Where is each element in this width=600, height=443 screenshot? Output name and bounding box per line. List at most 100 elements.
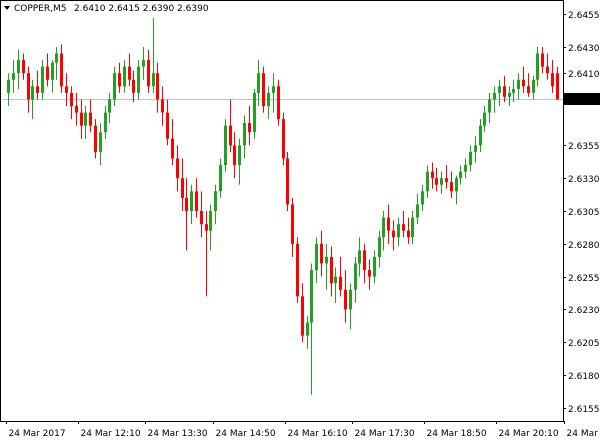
bear-candle-body[interactable] — [156, 73, 159, 100]
bull-candle-body[interactable] — [517, 79, 520, 89]
bull-candle-body[interactable] — [190, 191, 193, 211]
bear-candle-body[interactable] — [233, 145, 236, 166]
bear-candle-body[interactable] — [277, 86, 280, 120]
bull-candle-body[interactable] — [459, 171, 462, 179]
bull-candle-body[interactable] — [421, 191, 424, 205]
bull-candle-body[interactable] — [498, 86, 501, 93]
bear-candle-body[interactable] — [339, 276, 342, 290]
bear-candle-body[interactable] — [166, 112, 169, 139]
bear-candle-body[interactable] — [205, 224, 208, 231]
bull-candle-body[interactable] — [137, 66, 140, 93]
bear-candle-body[interactable] — [36, 86, 39, 93]
bear-candle-body[interactable] — [301, 296, 304, 336]
bull-candle-body[interactable] — [354, 263, 357, 290]
bear-candle-body[interactable] — [407, 230, 410, 238]
bear-candle-body[interactable] — [176, 158, 179, 179]
bull-candle-body[interactable] — [238, 145, 241, 166]
bull-candle-body[interactable] — [113, 73, 116, 100]
bear-candle-body[interactable] — [27, 73, 30, 100]
bear-candle-body[interactable] — [128, 66, 131, 80]
bull-candle-body[interactable] — [123, 66, 126, 87]
bull-candle-body[interactable] — [325, 256, 328, 264]
bull-candle-body[interactable] — [508, 92, 511, 97]
bull-candle-body[interactable] — [474, 145, 477, 152]
bull-candle-body[interactable] — [55, 53, 58, 63]
bear-candle-body[interactable] — [546, 66, 549, 74]
bear-candle-body[interactable] — [60, 53, 63, 87]
bull-candle-body[interactable] — [483, 112, 486, 126]
bear-candle-body[interactable] — [522, 79, 525, 87]
bull-candle-body[interactable] — [536, 53, 539, 80]
bull-candle-body[interactable] — [12, 73, 15, 80]
bull-candle-body[interactable] — [382, 217, 385, 238]
bear-candle-body[interactable] — [445, 178, 448, 183]
bear-candle-body[interactable] — [94, 125, 97, 152]
bull-candle-body[interactable] — [142, 60, 145, 67]
bear-candle-body[interactable] — [262, 73, 265, 106]
bull-candle-body[interactable] — [349, 289, 352, 310]
bull-candle-body[interactable] — [416, 204, 419, 218]
bull-candle-body[interactable] — [512, 88, 515, 93]
bear-candle-body[interactable] — [132, 79, 135, 93]
bear-candle-body[interactable] — [248, 123, 251, 133]
bull-candle-body[interactable] — [152, 73, 155, 87]
bull-candle-body[interactable] — [209, 211, 212, 231]
bull-candle-body[interactable] — [7, 79, 10, 93]
bear-candle-body[interactable] — [387, 217, 390, 231]
bull-candle-body[interactable] — [411, 217, 414, 238]
bull-candle-body[interactable] — [104, 112, 107, 133]
bull-candle-body[interactable] — [272, 86, 275, 93]
bull-candle-body[interactable] — [315, 243, 318, 271]
bear-candle-body[interactable] — [556, 73, 559, 100]
bull-candle-body[interactable] — [306, 322, 309, 336]
bear-candle-body[interactable] — [185, 197, 188, 211]
bear-candle-body[interactable] — [286, 158, 289, 205]
bull-candle-body[interactable] — [479, 125, 482, 146]
bear-candle-body[interactable] — [541, 53, 544, 67]
bear-candle-body[interactable] — [200, 211, 203, 225]
bull-candle-body[interactable] — [219, 165, 222, 192]
bull-candle-body[interactable] — [310, 270, 313, 323]
bear-candle-body[interactable] — [195, 191, 198, 211]
candles[interactable] — [7, 18, 559, 395]
bear-candle-body[interactable] — [171, 138, 174, 159]
bull-candle-body[interactable] — [358, 250, 361, 264]
bear-candle-body[interactable] — [291, 204, 294, 244]
dropdown-triangle-icon[interactable] — [4, 6, 10, 10]
bull-candle-body[interactable] — [426, 171, 429, 192]
bear-candle-body[interactable] — [330, 256, 333, 284]
bear-candle-body[interactable] — [431, 171, 434, 179]
bear-candle-body[interactable] — [363, 250, 366, 271]
bear-candle-body[interactable] — [296, 243, 299, 297]
bear-candle-body[interactable] — [89, 112, 92, 126]
bear-candle-body[interactable] — [320, 243, 323, 264]
bear-candle-body[interactable] — [392, 230, 395, 238]
bear-candle-body[interactable] — [344, 289, 347, 310]
bull-candle-body[interactable] — [84, 112, 87, 126]
bull-candle-body[interactable] — [532, 79, 535, 93]
bear-candle-body[interactable] — [65, 86, 68, 93]
bear-candle-body[interactable] — [161, 99, 164, 113]
bull-candle-body[interactable] — [253, 92, 256, 133]
bear-candle-body[interactable] — [46, 66, 49, 80]
bull-candle-body[interactable] — [493, 92, 496, 100]
bear-candle-body[interactable] — [282, 119, 285, 159]
bear-candle-body[interactable] — [527, 86, 530, 93]
bull-candle-body[interactable] — [257, 73, 260, 93]
bull-candle-body[interactable] — [108, 99, 111, 113]
bear-candle-body[interactable] — [402, 224, 405, 231]
bull-candle-body[interactable] — [51, 62, 54, 80]
bull-candle-body[interactable] — [214, 191, 217, 211]
bull-candle-body[interactable] — [31, 86, 34, 100]
bull-candle-body[interactable] — [373, 256, 376, 277]
price-axis[interactable]: 2.6455 2.6430 2.6410 2.6390 2.6355 2.6330 2.63… — [563, 11, 600, 415]
bull-candle-body[interactable] — [224, 125, 227, 166]
bull-candle-body[interactable] — [464, 165, 467, 172]
bear-candle-body[interactable] — [229, 125, 232, 146]
bull-candle-body[interactable] — [378, 237, 381, 257]
bull-candle-body[interactable] — [99, 132, 102, 152]
bull-candle-body[interactable] — [469, 151, 472, 166]
bull-candle-body[interactable] — [243, 123, 246, 146]
